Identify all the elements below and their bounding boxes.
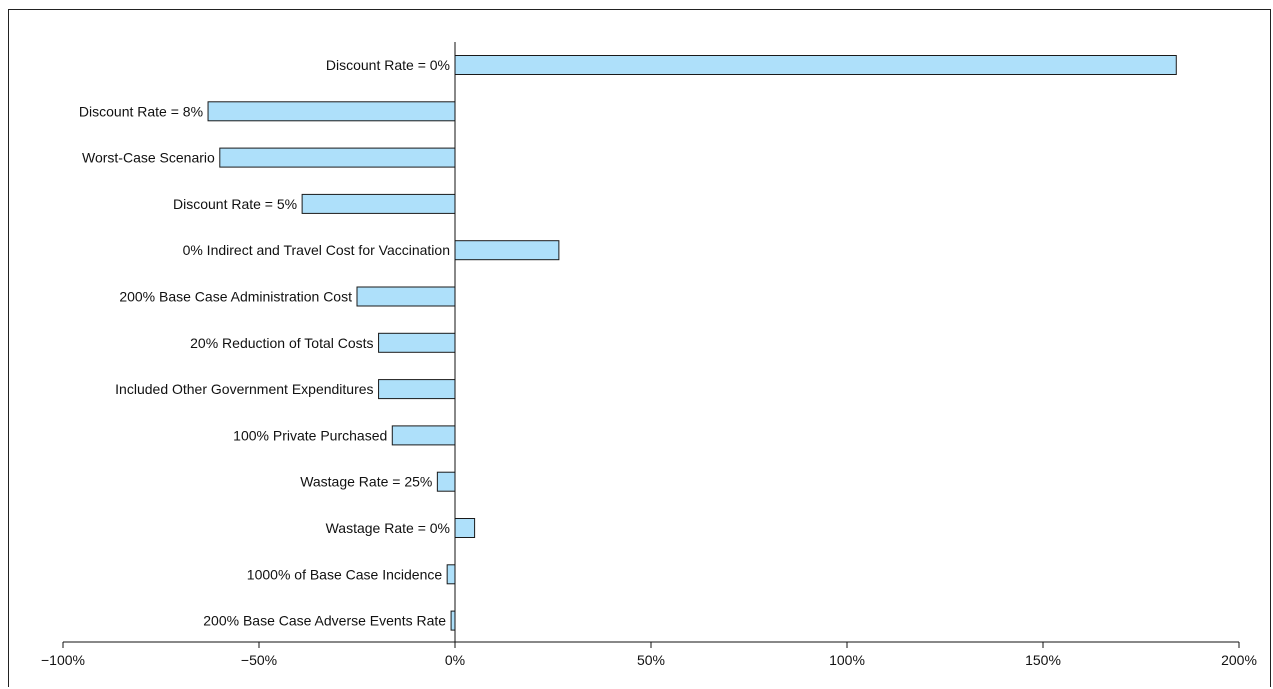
- bar-12: [450, 610, 456, 631]
- bar-10: [454, 518, 476, 538]
- category-label-1: Discount Rate = 8%: [79, 103, 203, 119]
- category-label-12: 200% Base Case Adverse Events Rate: [203, 613, 446, 629]
- category-label-5: 200% Base Case Administration Cost: [119, 289, 352, 305]
- category-label-4: 0% Indirect and Travel Cost for Vaccinat…: [183, 242, 450, 258]
- chart-frame: [8, 9, 1271, 687]
- category-label-3: Discount Rate = 5%: [173, 196, 297, 212]
- category-label-0: Discount Rate = 0%: [326, 57, 450, 73]
- bar-8: [391, 425, 456, 446]
- bar-7: [378, 379, 456, 400]
- category-label-10: Wastage Rate = 0%: [326, 520, 450, 536]
- bar-11: [446, 564, 456, 585]
- bar-1: [207, 101, 456, 122]
- category-label-8: 100% Private Purchased: [233, 427, 387, 443]
- x-tick-label-1: −50%: [241, 652, 277, 668]
- bar-0: [454, 55, 1177, 75]
- x-tick-label-3: 50%: [637, 652, 665, 668]
- x-tick-label-5: 150%: [1025, 652, 1061, 668]
- x-tick-label-6: 200%: [1221, 652, 1257, 668]
- category-label-7: Included Other Government Expenditures: [115, 381, 373, 397]
- x-tick-label-4: 100%: [829, 652, 865, 668]
- category-label-9: Wastage Rate = 25%: [300, 474, 432, 490]
- bar-3: [301, 193, 456, 214]
- bar-6: [378, 332, 456, 353]
- bars-layer: [207, 55, 1177, 631]
- category-labels: Discount Rate = 0% Discount Rate = 8% Wors…: [79, 57, 450, 629]
- bar-9: [436, 471, 456, 492]
- category-label-6: 20% Reduction of Total Costs: [190, 335, 373, 351]
- bar-5: [356, 286, 456, 307]
- category-label-2: Worst-Case Scenario: [82, 150, 215, 166]
- bar-2: [219, 147, 456, 168]
- x-axis: −100% −50% 0% 50% 100% 150% 200%: [41, 42, 1257, 668]
- bar-4: [454, 240, 560, 261]
- x-tick-label-0: −100%: [41, 652, 85, 668]
- category-label-11: 1000% of Base Case Incidence: [247, 566, 443, 582]
- x-tick-label-2: 0%: [445, 652, 465, 668]
